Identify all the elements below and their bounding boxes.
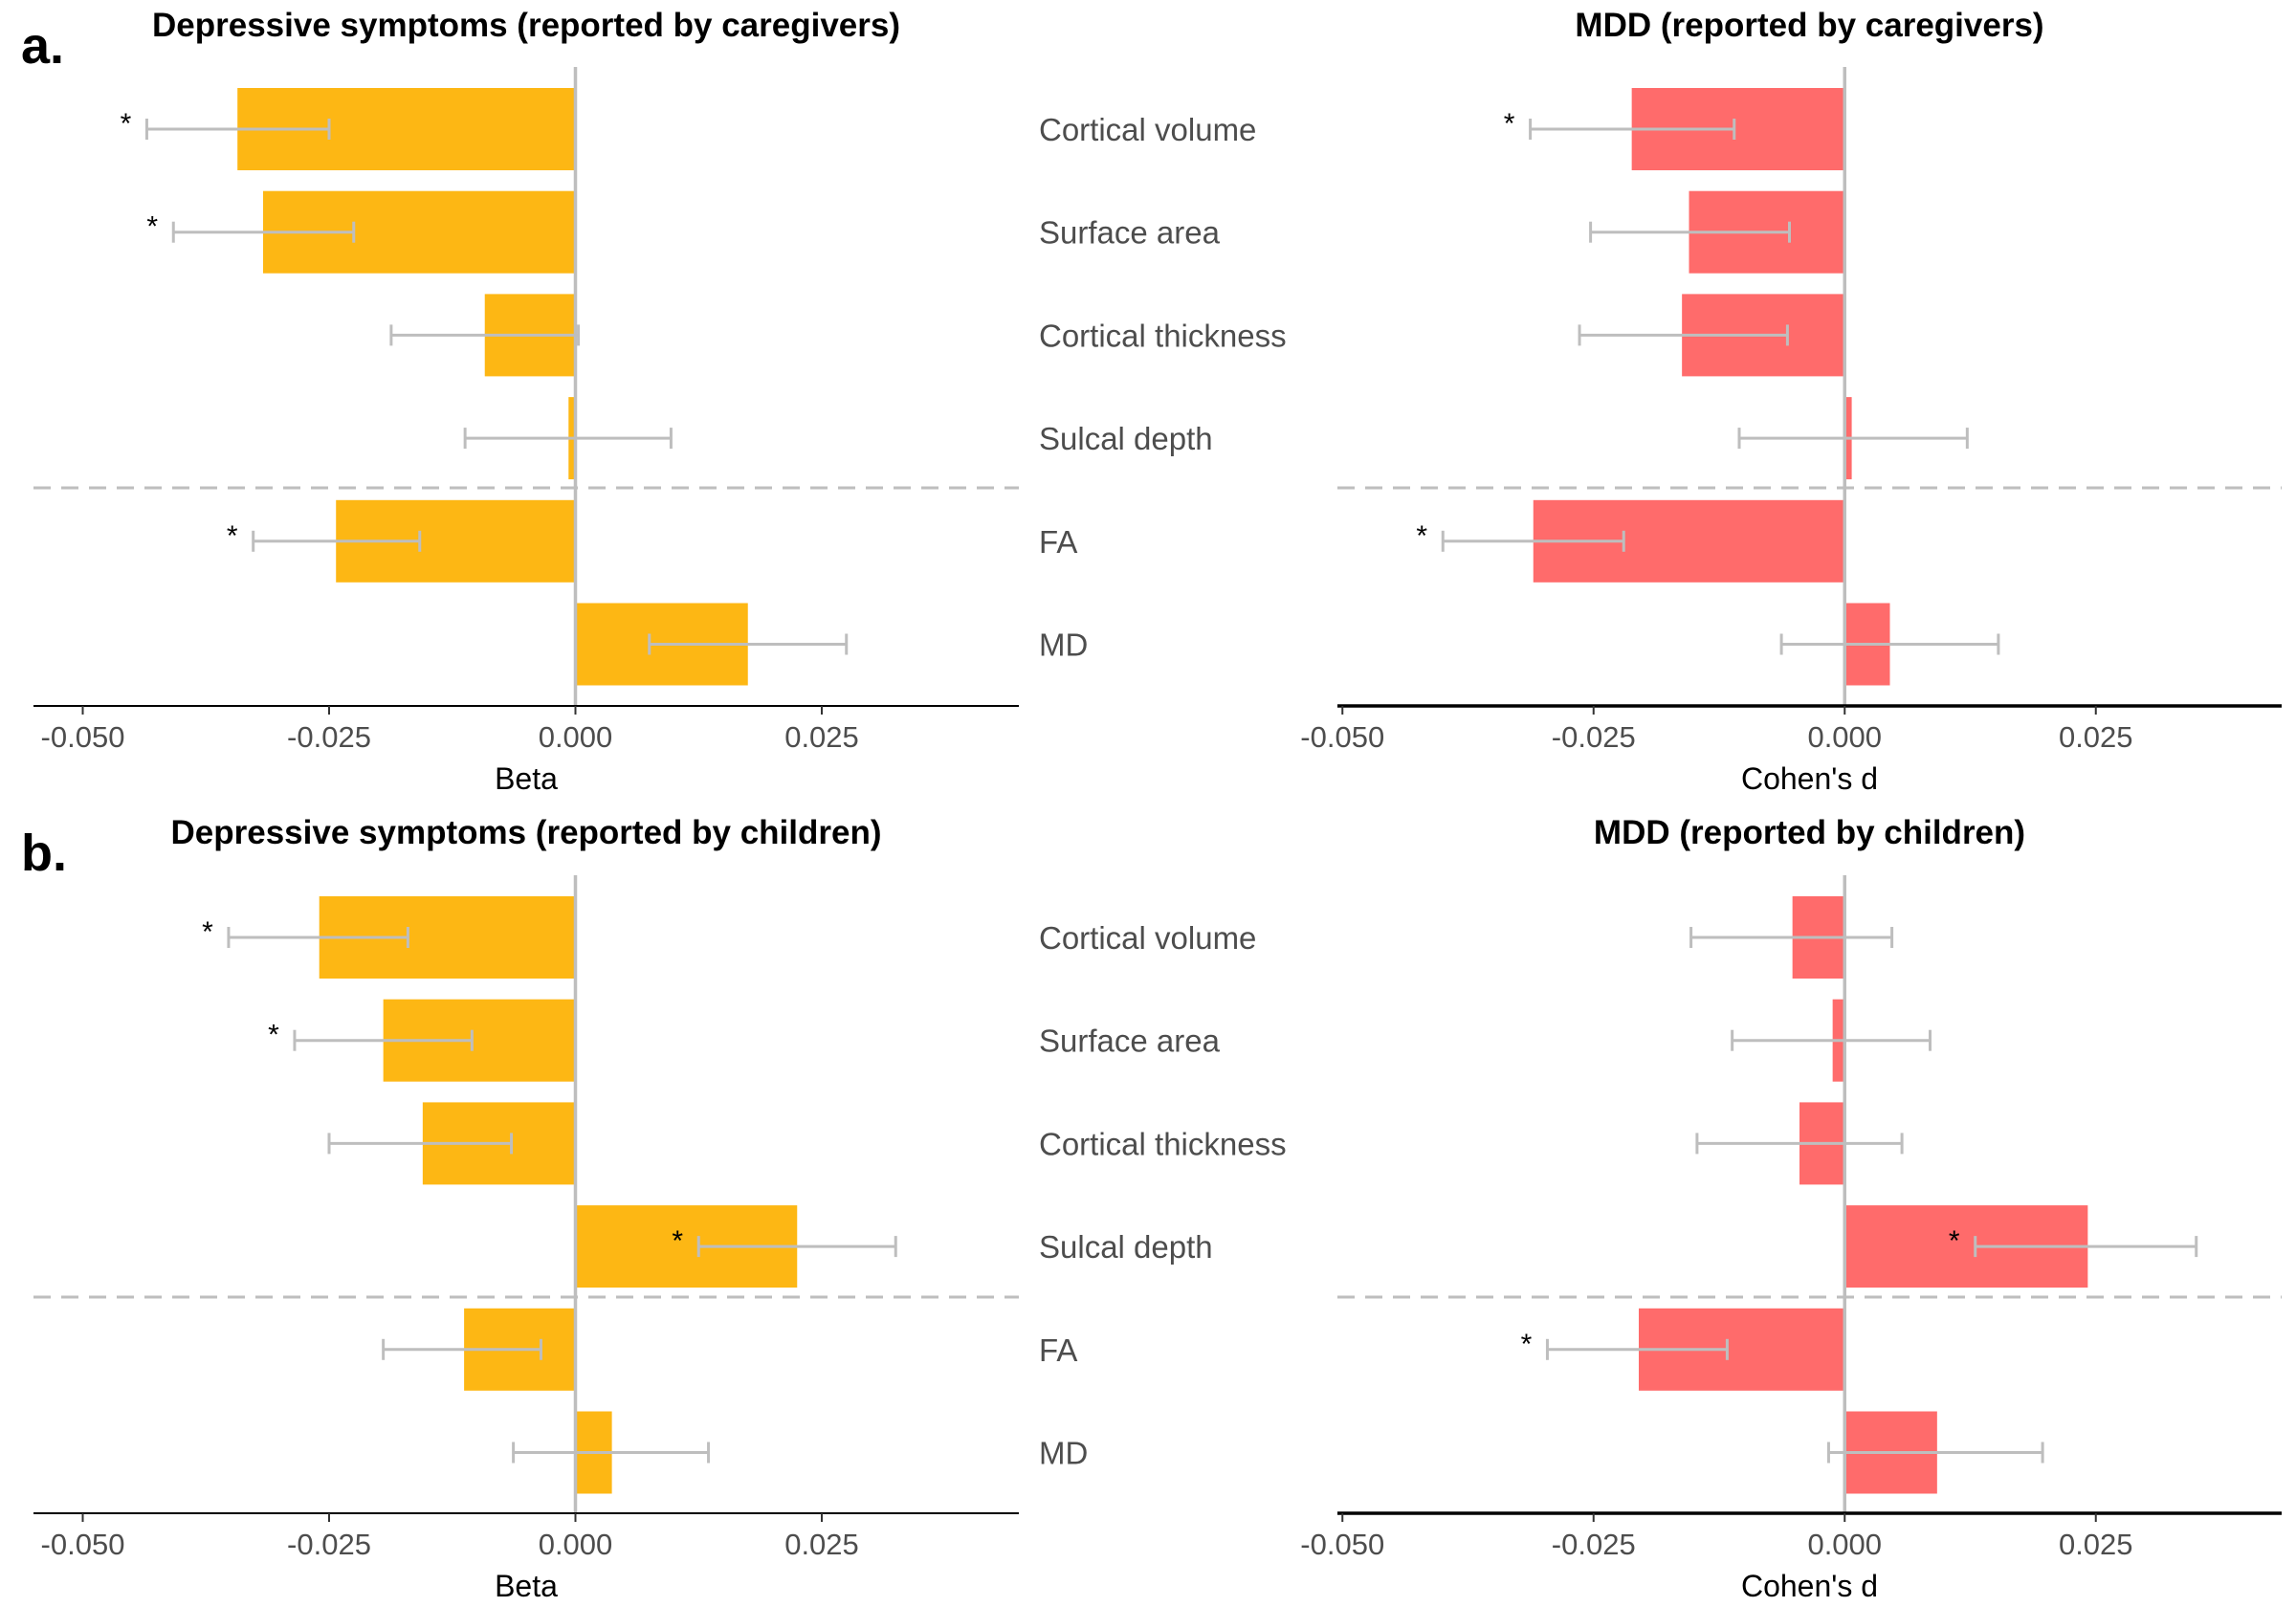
x-tick-label: -0.050 (41, 720, 125, 754)
significance-star: * (121, 108, 132, 140)
significance-star: * (268, 1020, 279, 1051)
significance-star: * (1416, 520, 1427, 552)
significance-star: * (227, 520, 238, 552)
significance-star: * (672, 1225, 683, 1257)
x-tick-label: -0.025 (1552, 720, 1636, 754)
x-tick-label: 0.025 (2059, 1528, 2133, 1561)
x-axis-label: Cohen's d (1741, 1569, 1878, 1603)
chart-title: MDD (reported by children) (1594, 814, 2025, 851)
category-label: MD (1039, 627, 1088, 663)
category-label: FA (1039, 1332, 1077, 1368)
x-tick-label: 0.025 (2059, 720, 2133, 754)
x-tick-label: 0.000 (539, 720, 613, 754)
x-tick-label: -0.050 (1300, 720, 1384, 754)
category-labels-bottom: Cortical volume Surface area Cortical thic… (1039, 920, 1287, 1471)
significance-star: * (1521, 1329, 1533, 1360)
x-tick-label: 0.000 (1807, 720, 1882, 754)
x-axis-label: Beta (495, 761, 558, 796)
category-label: Cortical thickness (1039, 1126, 1287, 1161)
chart-child-mdd: MDD (reported by children) * * -0.050 -0.025… (1300, 814, 2282, 1603)
x-tick-label: 0.025 (784, 1528, 859, 1561)
category-label: Cortical volume (1039, 112, 1256, 147)
x-tick-label: -0.050 (41, 1528, 125, 1561)
category-label: Surface area (1039, 215, 1221, 251)
chart-title: MDD (reported by caregivers) (1575, 7, 2043, 44)
x-tick-label: 0.000 (1807, 1528, 1882, 1561)
significance-star: * (202, 916, 213, 948)
significance-star: * (1504, 108, 1515, 140)
chart-title: Depressive symptoms (reported by childre… (171, 814, 882, 851)
category-label: FA (1039, 524, 1077, 560)
x-tick-label: -0.025 (1552, 1528, 1636, 1561)
x-tick-label: 0.000 (539, 1528, 613, 1561)
category-label: Cortical thickness (1039, 318, 1287, 353)
x-tick-label: -0.025 (287, 720, 371, 754)
category-label: Surface area (1039, 1024, 1221, 1059)
category-label: MD (1039, 1436, 1088, 1471)
x-axis-label: Cohen's d (1741, 761, 1878, 796)
chart-caregiver-mdd: MDD (reported by caregivers) * * -0.050 -0.0… (1300, 7, 2282, 796)
significance-star: * (1949, 1225, 1960, 1257)
panel-letter-a: a. (21, 17, 64, 75)
significance-star: * (146, 211, 158, 243)
chart-caregiver-depressive-symptoms: Depressive symptoms (reported by caregiv… (33, 7, 1019, 796)
category-label: Sulcal depth (1039, 421, 1213, 456)
panel-letter-b: b. (21, 825, 67, 882)
category-labels-top: Cortical volume Surface area Cortical thic… (1039, 112, 1287, 663)
x-tick-label: 0.025 (784, 720, 859, 754)
category-label: Sulcal depth (1039, 1229, 1213, 1265)
chart-child-depressive-symptoms: Depressive symptoms (reported by childre… (33, 814, 1019, 1603)
x-axis-label: Beta (495, 1569, 558, 1603)
x-tick-label: -0.025 (287, 1528, 371, 1561)
chart-title: Depressive symptoms (reported by caregiv… (152, 7, 900, 44)
category-label: Cortical volume (1039, 920, 1256, 956)
x-tick-label: -0.050 (1300, 1528, 1384, 1561)
